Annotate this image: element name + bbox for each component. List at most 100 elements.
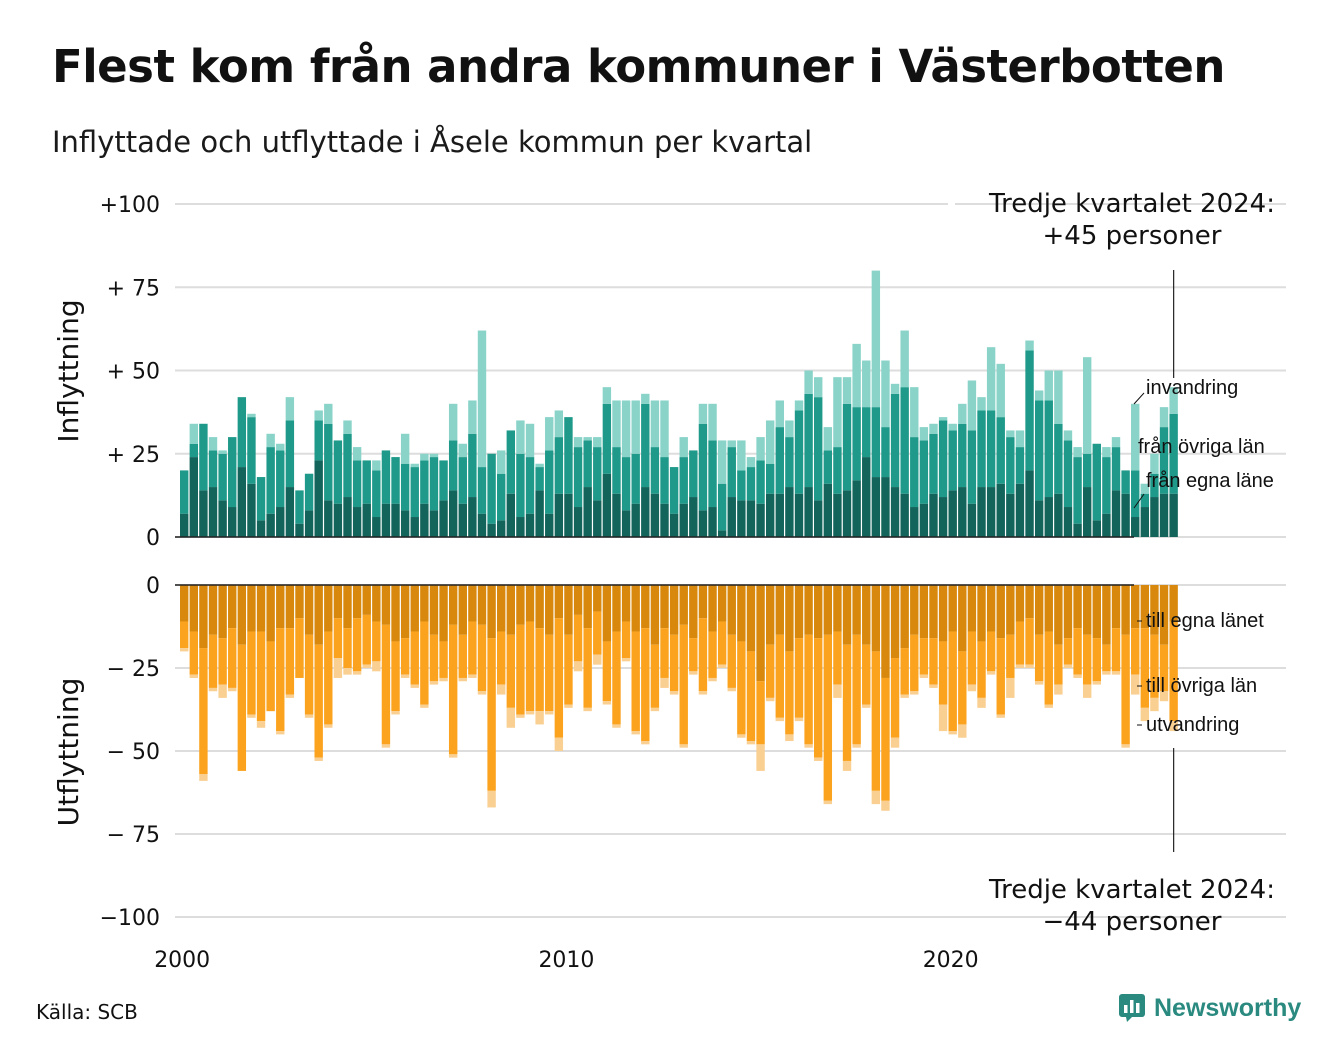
bar-till-egna-lanet	[324, 585, 333, 632]
bar-fran-egna-lanet	[1044, 497, 1053, 537]
bar-utvandring	[698, 691, 708, 695]
bar-invandring	[189, 423, 199, 444]
chart-labels: 0 + 25 + 50 + 75 +100 −100 − 75 − 50 − 25 0 2000 20…	[52, 189, 1275, 973]
bar-fran-egna-lanet	[977, 487, 986, 537]
bar-till-ovriga-lan	[362, 614, 371, 665]
bar-utvandring	[977, 697, 986, 708]
bar-till-egna-lanet	[564, 585, 573, 635]
bar-utvandring	[746, 741, 756, 745]
bar-till-ovriga-lan	[1034, 634, 1044, 682]
bar-fran-ovriga-lan	[583, 440, 592, 488]
bar-invandring	[746, 457, 756, 468]
bar-utvandring	[593, 654, 602, 665]
bar-fran-ovriga-lan	[189, 443, 199, 458]
bar-utvandring	[208, 687, 218, 692]
bar-invandring	[737, 440, 746, 471]
bar-till-egna-lanet	[362, 585, 371, 615]
bar-fran-ovriga-lan	[641, 403, 650, 488]
bar-till-ovriga-lan	[1073, 628, 1082, 675]
bar-fran-egna-lanet	[410, 517, 419, 537]
bar-utvandring	[535, 711, 544, 725]
bar-till-egna-lanet	[208, 585, 218, 635]
x-tick-label: 2010	[538, 948, 594, 973]
bar-fran-ovriga-lan	[362, 460, 371, 504]
bar-utvandring	[910, 691, 919, 695]
bar-invandring	[986, 347, 996, 411]
bar-till-egna-lanet	[650, 585, 660, 645]
bar-invandring	[612, 400, 621, 448]
bar-till-egna-lanet	[602, 585, 612, 642]
bar-fran-egna-lanet	[910, 507, 919, 537]
bar-utvandring	[967, 684, 977, 692]
bar-fran-egna-lanet	[573, 507, 583, 537]
bar-fran-ovriga-lan	[986, 410, 996, 488]
bar-till-egna-lanet	[814, 585, 823, 639]
y-tick-label-top: 0	[146, 526, 160, 551]
bar-invandring	[765, 420, 775, 464]
bar-till-ovriga-lan	[1006, 634, 1015, 678]
bar-invandring	[842, 377, 852, 404]
x-tick-label: 2020	[923, 948, 979, 973]
bar-utvandring	[516, 714, 525, 718]
bar-till-ovriga-lan	[1121, 634, 1130, 745]
bar-till-egna-lanet	[573, 585, 583, 615]
bar-till-ovriga-lan	[468, 621, 477, 675]
bar-invandring	[890, 383, 900, 394]
bar-till-egna-lanet	[1111, 585, 1121, 629]
bar-till-egna-lanet	[698, 585, 708, 619]
legend-invandring: invandring	[1146, 377, 1238, 399]
bar-till-ovriga-lan	[823, 634, 833, 801]
bar-invandring	[881, 360, 890, 428]
bar-fran-ovriga-lan	[314, 420, 323, 461]
bar-till-egna-lanet	[717, 585, 727, 622]
bar-invandring	[1034, 390, 1044, 401]
bar-fran-egna-lanet	[1006, 493, 1015, 537]
bar-fran-egna-lanet	[439, 500, 448, 537]
bar-fran-egna-lanet	[429, 510, 439, 537]
bar-fran-egna-lanet	[708, 507, 717, 537]
bar-fran-egna-lanet	[266, 513, 275, 537]
bar-till-egna-lanet	[1102, 585, 1111, 645]
bar-fran-ovriga-lan	[439, 460, 448, 501]
bar-till-ovriga-lan	[1092, 638, 1101, 682]
bar-fran-ovriga-lan	[343, 433, 352, 498]
bar-invandring	[1063, 430, 1073, 441]
bar-fran-egna-lanet	[631, 503, 640, 537]
bar-invandring	[948, 423, 957, 431]
bar-fran-egna-lanet	[641, 487, 650, 537]
bar-fran-egna-lanet	[602, 473, 612, 537]
bar-invandring	[910, 387, 919, 438]
bar-till-ovriga-lan	[1111, 628, 1121, 672]
bar-invandring	[545, 417, 554, 451]
bar-fran-egna-lanet	[295, 523, 304, 537]
bar-till-ovriga-lan	[1025, 618, 1034, 665]
bar-till-ovriga-lan	[448, 624, 458, 755]
bar-fran-egna-lanet	[823, 483, 833, 537]
bar-invandring	[621, 400, 631, 458]
bar-fran-ovriga-lan	[237, 397, 247, 468]
bar-till-egna-lanet	[1092, 585, 1101, 639]
bar-invandring	[958, 403, 967, 424]
bar-till-egna-lanet	[919, 585, 929, 639]
bar-fran-ovriga-lan	[958, 423, 967, 488]
bar-till-ovriga-lan	[285, 628, 295, 695]
bar-invandring	[410, 463, 419, 468]
bar-fran-ovriga-lan	[266, 447, 275, 514]
bar-till-egna-lanet	[881, 585, 890, 678]
bar-till-ovriga-lan	[314, 644, 323, 758]
bar-till-egna-lanet	[1140, 585, 1150, 629]
bar-till-egna-lanet	[641, 585, 650, 629]
bar-utvandring	[247, 714, 256, 718]
bar-utvandring	[1102, 671, 1111, 675]
bar-till-egna-lanet	[842, 585, 852, 645]
bar-till-ovriga-lan	[343, 628, 352, 668]
bar-invandring	[448, 403, 458, 441]
bar-utvandring	[1121, 744, 1130, 748]
bar-till-ovriga-lan	[852, 634, 861, 745]
bar-fran-egna-lanet	[564, 493, 573, 537]
bar-fran-egna-lanet	[1054, 493, 1063, 537]
brand-logo[interactable]: Newsworthy	[1118, 993, 1301, 1023]
bar-fran-ovriga-lan	[1169, 413, 1178, 494]
bar-invandring	[1082, 357, 1092, 454]
bar-utvandring	[727, 687, 736, 692]
